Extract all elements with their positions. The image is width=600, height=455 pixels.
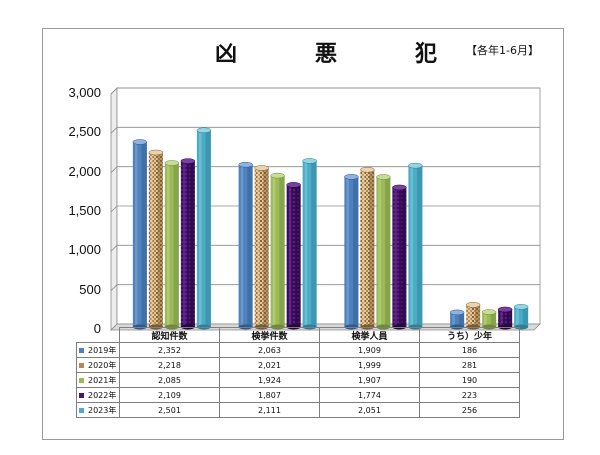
legend-swatch — [79, 392, 84, 398]
table-cell: 1,774 — [319, 387, 420, 403]
bar — [360, 166, 375, 330]
gridline-side — [110, 245, 118, 252]
table-corner — [77, 328, 120, 343]
table-row: 2019年 2,352 2,063 1,909 186 — [76, 342, 520, 358]
bar — [132, 139, 148, 330]
bar — [286, 182, 301, 330]
table-cell: 190 — [419, 372, 520, 388]
y-tick-label: 0 — [93, 321, 101, 336]
bar — [148, 149, 164, 330]
bar — [270, 172, 285, 330]
bar — [180, 158, 196, 330]
data-table: 認知件数 検挙件数 検挙人員 うち）少年 2019年 2,352 2,063 1… — [76, 327, 520, 418]
series-legend-cell: 2023年 — [76, 402, 120, 418]
table-cell: 1,807 — [219, 387, 320, 403]
table-cell: 2,063 — [219, 342, 320, 358]
table-cell: 2,111 — [219, 402, 320, 418]
bar — [196, 127, 212, 330]
series-legend-cell: 2021年 — [76, 372, 120, 388]
gridline-side — [110, 87, 118, 95]
table-row: 2022年 2,109 1,807 1,774 223 — [76, 387, 520, 403]
bar — [254, 165, 269, 330]
series-label: 2023年 — [88, 405, 117, 415]
series-label: 2022年 — [88, 390, 117, 400]
table-cell: 2,021 — [219, 357, 320, 373]
table-row: 2023年 2,501 2,111 2,051 256 — [76, 402, 520, 418]
y-tick-label: 2,000 — [68, 163, 101, 179]
gridline-side — [110, 205, 118, 213]
legend-swatch — [79, 407, 84, 413]
bar — [238, 161, 253, 330]
bar — [344, 174, 359, 330]
table-cell: 1,909 — [319, 342, 420, 358]
y-tick-label: 1,000 — [68, 242, 101, 258]
table-header-cell: 認知件数 — [119, 327, 220, 343]
legend-swatch — [79, 377, 84, 383]
table-cell: 2,051 — [319, 402, 420, 418]
y-tick-label: 2,500 — [68, 124, 101, 140]
gridline-side — [110, 166, 118, 173]
table-cell: 2,109 — [119, 387, 220, 403]
legend-swatch — [79, 362, 84, 368]
gridline-side — [110, 127, 118, 134]
table-row: 2020年 2,218 2,021 1,999 281 — [76, 357, 520, 373]
bar — [302, 158, 317, 330]
y-tick-label: 500 — [79, 281, 101, 297]
bar — [465, 302, 481, 330]
chart-title: 凶 悪 犯 — [215, 42, 466, 67]
table-cell: 223 — [419, 387, 520, 403]
bar — [164, 160, 180, 330]
y-tick-label: 1,500 — [68, 203, 101, 218]
bar — [392, 184, 407, 330]
table-cell: 1,999 — [319, 357, 420, 373]
table-header-cell: うち）少年 — [419, 327, 520, 343]
chart-subtitle: 【各年1-6月】 — [466, 44, 539, 57]
table-cell: 256 — [419, 402, 520, 418]
y-tick-label: 3,000 — [68, 85, 101, 100]
table-cell: 2,352 — [119, 342, 220, 358]
table-cell: 2,218 — [119, 357, 220, 373]
table-cell: 281 — [419, 357, 520, 373]
table-header-cell: 検挙件数 — [219, 327, 320, 343]
series-label: 2021年 — [88, 375, 117, 385]
gridline-side — [110, 284, 118, 291]
table-cell: 1,907 — [319, 372, 420, 388]
table-cell: 2,085 — [119, 372, 220, 388]
bar — [513, 304, 529, 330]
series-label: 2019年 — [88, 345, 117, 355]
series-label: 2020年 — [88, 360, 117, 370]
table-cell: 1,924 — [219, 372, 320, 388]
table-cell: 2,501 — [119, 402, 220, 418]
legend-swatch — [79, 347, 84, 353]
table-header-cell: 検挙人員 — [319, 327, 420, 343]
table-row: 2021年 2,085 1,924 1,907 190 — [76, 372, 520, 388]
bar — [408, 162, 423, 330]
bar — [376, 174, 391, 330]
series-legend-cell: 2020年 — [76, 357, 120, 373]
table-header-row: 認知件数 検挙件数 検挙人員 うち）少年 — [77, 327, 520, 343]
series-legend-cell: 2022年 — [76, 387, 120, 403]
series-legend-cell: 2019年 — [76, 342, 120, 358]
table-cell: 186 — [419, 342, 520, 358]
